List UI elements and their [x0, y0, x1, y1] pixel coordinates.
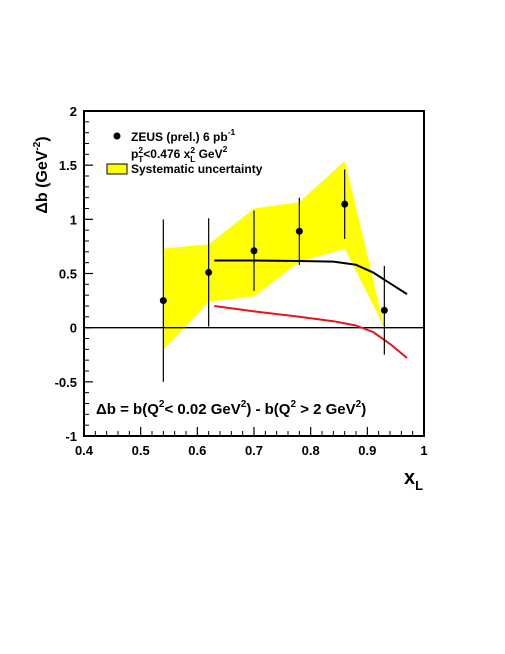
legend-data-label: ZEUS (prel.) 6 pb-1: [131, 127, 236, 144]
legend-band-swatch: [106, 163, 128, 175]
x-tick-label: 0.7: [245, 443, 263, 458]
systematic-band: [163, 160, 385, 350]
y-tick-label: -0.5: [55, 375, 77, 390]
y-tick-label: 1.5: [59, 158, 77, 173]
model-curve-2: [214, 305, 408, 359]
legend: ZEUS (prel.) 6 pb-1 p2 T<0.476 x2 L GeV2 S…: [106, 127, 263, 176]
y-tick-label: 0.5: [59, 267, 77, 282]
legend-data-marker: [113, 132, 121, 140]
x-tick-label: 0.5: [132, 443, 150, 458]
systematic-band-layer: [163, 160, 385, 350]
data-point: [250, 247, 258, 255]
data-point: [380, 306, 388, 314]
data-point: [295, 227, 303, 235]
y-tick-label: 1: [70, 212, 77, 227]
axis-ticks-layer: 0.4 0.5 0.6 0.7 0.8 0.9 1 -1 -0.5 0 0.5 1 1.5 2: [55, 104, 428, 458]
y-tick-label: 2: [70, 104, 77, 119]
data-points-layer: [159, 169, 388, 382]
x-tick-label: 0.9: [358, 443, 376, 458]
y-tick-label: -1: [65, 429, 77, 444]
data-point: [341, 200, 349, 208]
y-tick-label: 0: [70, 321, 77, 336]
data-point: [205, 268, 213, 276]
x-tick-label: 0.6: [188, 443, 206, 458]
model-curve-1: [214, 259, 408, 295]
data-point: [159, 297, 167, 305]
x-tick-label: 0.4: [75, 443, 94, 458]
x-tick-label: 0.8: [302, 443, 320, 458]
x-tick-label: 1: [420, 443, 427, 458]
model-curves-layer: [214, 259, 408, 359]
legend-cut-label: p2 T<0.476 x2 L GeV2: [131, 144, 228, 164]
legend-band-label: Systematic uncertainty: [131, 162, 263, 176]
formula-annotation: Δb = b(Q2< 0.02 GeV2) - b(Q2 > 2 GeV2): [96, 399, 366, 418]
y-axis-title: Δb (GeV-2): [32, 136, 51, 213]
x-axis-title: xL: [404, 467, 423, 493]
